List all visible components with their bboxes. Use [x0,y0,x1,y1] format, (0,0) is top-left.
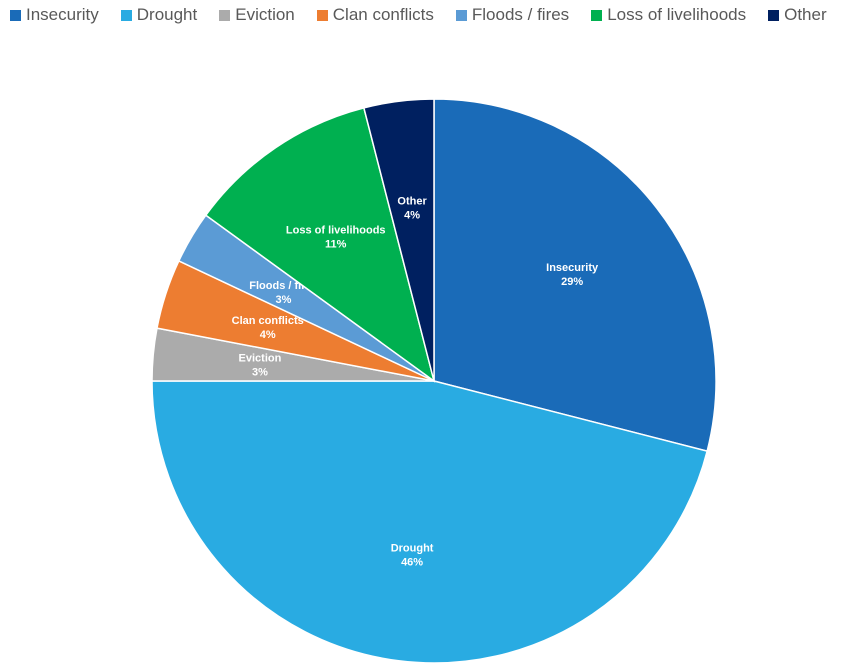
legend-item-floods-fires[interactable]: Floods / fires [455,5,570,25]
data-label-clan-conflicts: Clan conflicts 4% [232,315,304,341]
data-label-other: Other 4% [397,196,427,222]
legend-swatch-insecurity [10,9,21,21]
data-label-category: Clan conflicts [232,315,304,327]
data-label-insecurity: Insecurity 29% [546,262,599,288]
data-label-value: 46% [401,556,423,568]
legend-swatch-loss-of-livelihoods [591,9,603,21]
legend-item-insecurity[interactable]: Insecurity [10,5,99,25]
legend-label-loss-of-livelihoods: Loss of livelihoods [607,5,747,24]
legend-item-eviction[interactable]: Eviction [219,5,295,25]
legend-swatch-clan-conflicts [316,9,328,21]
data-label-category: Insecurity [546,262,599,274]
pie-slice-insecurity[interactable] [433,98,717,453]
legend-label-other: Other [784,5,827,24]
legend-swatch-eviction [219,9,231,21]
chart-legend: Insecurity Drought Eviction Clan conflic… [10,5,849,25]
legend-label-insecurity: Insecurity [26,5,99,24]
legend-item-drought[interactable]: Drought [120,5,198,25]
legend-swatch-other [768,9,780,21]
data-label-loss-of-livelihoods: Loss of livelihoods 11% [286,224,386,250]
pie-slice-drought[interactable] [151,380,709,663]
legend-swatch-drought [120,9,132,21]
data-label-value: 4% [260,329,276,341]
pie-slice-other[interactable] [362,98,435,382]
legend-label-drought: Drought [136,5,198,24]
legend-item-clan-conflicts[interactable]: Clan conflicts [316,5,434,25]
data-label-value: 4% [404,210,420,222]
data-label-eviction: Eviction 3% [239,353,282,379]
legend-item-other[interactable]: Other [768,5,827,25]
legend-item-loss-of-livelihoods[interactable]: Loss of livelihoods [591,5,746,25]
data-label-drought: Drought 46% [391,542,434,568]
data-label-value: 11% [325,238,347,250]
legend-swatch-floods-fires [455,9,467,21]
legend-label-eviction: Eviction [235,5,295,24]
pie-slice-loss-of-livelihoods[interactable] [204,106,436,383]
data-label-category: Drought [391,542,434,554]
data-label-value: 3% [252,367,268,379]
data-label-category: Other [397,196,427,208]
data-label-category: Loss of livelihoods [286,224,386,236]
legend-label-clan-conflicts: Clan conflicts [332,5,434,24]
data-label-value: 29% [561,276,583,288]
legend-label-floods-fires: Floods / fires [471,5,570,24]
data-label-category: Eviction [239,353,282,365]
data-label-value: 3% [276,294,292,306]
